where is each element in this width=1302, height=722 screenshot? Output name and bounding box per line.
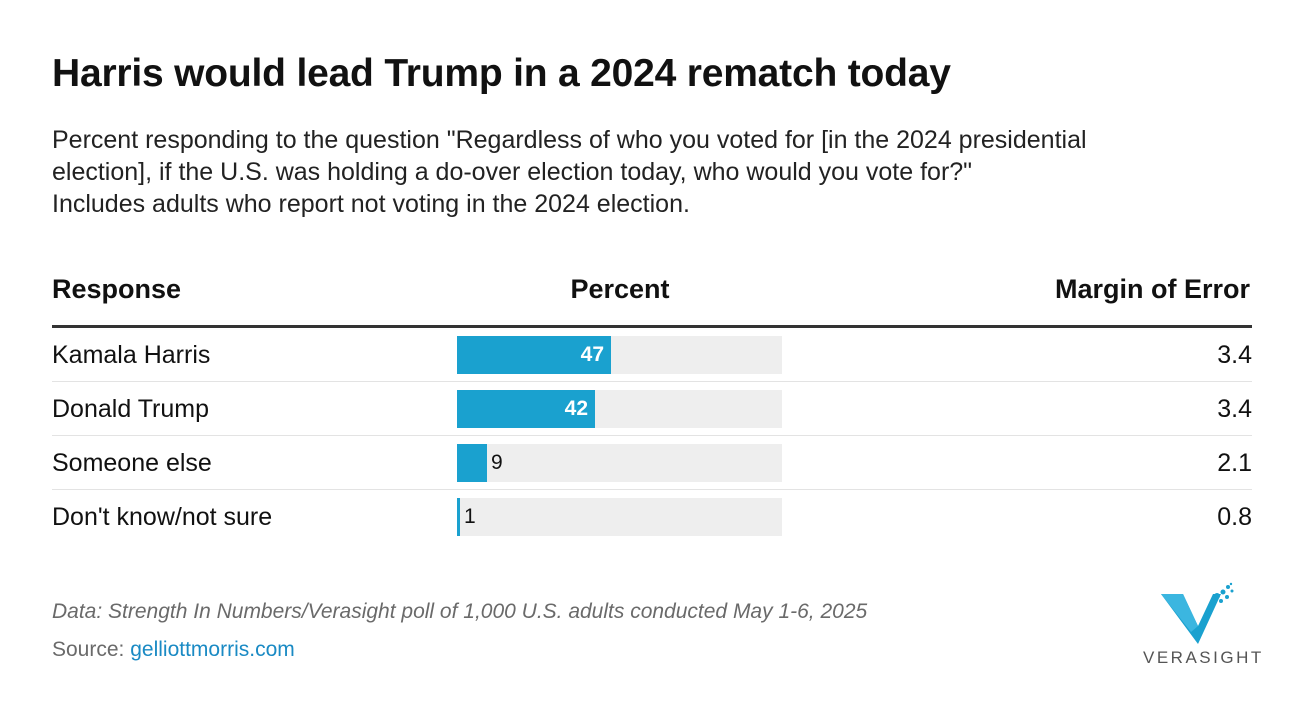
bar-value-label: 1 xyxy=(464,505,476,528)
subtitle-line: Includes adults who report not voting in… xyxy=(52,190,690,218)
column-header-response: Response xyxy=(52,274,182,304)
chart-title: Harris would lead Trump in a 2024 rematc… xyxy=(52,52,951,95)
column-header-percent: Percent xyxy=(570,274,670,304)
column-header-margin-of-error: Margin of Error xyxy=(1054,274,1250,304)
margin-of-error-value: 3.4 xyxy=(1217,395,1252,423)
row-label: Donald Trump xyxy=(52,395,210,423)
bar-value-label: 47 xyxy=(580,343,604,366)
row-label: Don't know/not sure xyxy=(52,503,273,531)
margin-of-error-value: 3.4 xyxy=(1217,341,1252,369)
source-label: Source: xyxy=(52,638,131,661)
bar-value-label: 42 xyxy=(564,397,588,420)
bar-track xyxy=(457,444,782,482)
table-row: Someone else 9 2.1 xyxy=(52,436,1252,490)
bar-track xyxy=(457,390,782,428)
subtitle-line: Percent responding to the question "Rega… xyxy=(52,126,1087,154)
margin-of-error-value: 0.8 xyxy=(1217,503,1252,531)
bar-track xyxy=(457,498,782,536)
bar xyxy=(457,444,487,482)
verasight-logo: VERASIGHT xyxy=(1143,582,1264,668)
table-row: Don't know/not sure 1 0.8 xyxy=(52,490,1252,544)
row-label: Kamala Harris xyxy=(52,341,211,369)
source-link[interactable]: gelliottmorris.com xyxy=(130,638,295,661)
bar xyxy=(457,336,611,374)
bar xyxy=(457,390,595,428)
bar xyxy=(457,498,460,536)
chart-table-body: Kamala Harris 47 3.4 Donald Trump 42 3.4 Someo… xyxy=(52,328,1252,544)
bar-value-label: 9 xyxy=(491,451,503,474)
logo-wordmark: VERASIGHT xyxy=(1143,648,1264,667)
table-row: Donald Trump 42 3.4 xyxy=(52,382,1252,436)
subtitle-line: election], if the U.S. was holding a do-… xyxy=(52,158,973,186)
chart-subtitle: Percent responding to the question "Rega… xyxy=(52,124,1252,220)
data-note: Data: Strength In Numbers/Verasight poll… xyxy=(52,600,868,623)
margin-of-error-value: 2.1 xyxy=(1217,449,1252,477)
table-row: Kamala Harris 47 3.4 xyxy=(52,328,1252,382)
header-divider xyxy=(52,325,1252,328)
row-label: Someone else xyxy=(52,449,212,477)
verasight-v-logo-icon xyxy=(1161,582,1234,644)
source-line: Source: gelliottmorris.com xyxy=(52,638,295,662)
bar-track xyxy=(457,336,782,374)
